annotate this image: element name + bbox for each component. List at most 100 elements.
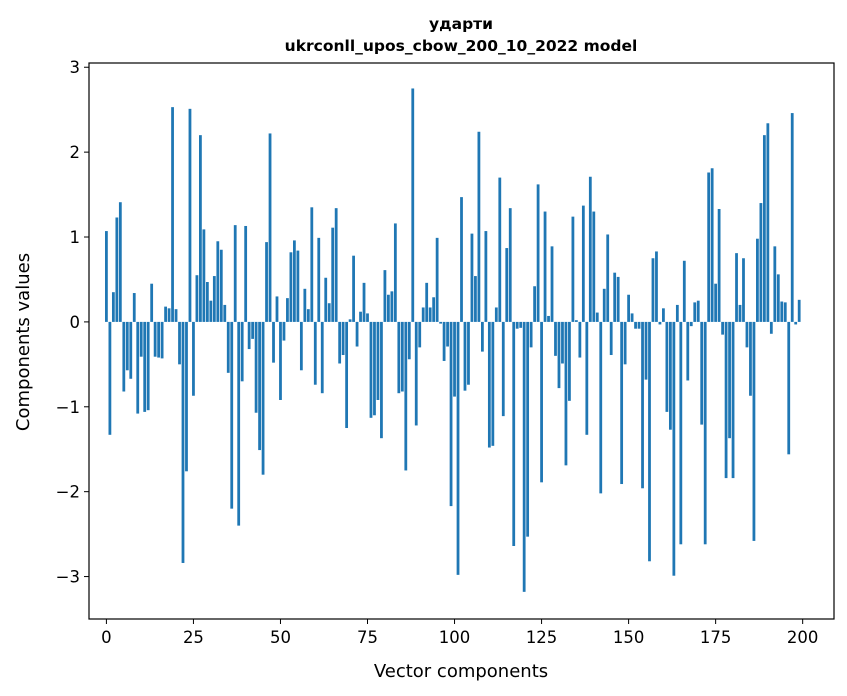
bar-163 [672,321,676,576]
bar-193 [776,274,780,322]
y-axis-ticks: −3 −2 −1 0 1 2 3 [56,58,89,587]
bar-101 [456,321,460,575]
bar-13 [150,283,154,322]
bar-42 [251,321,255,339]
bar-111 [491,321,495,446]
bar-116 [508,208,512,322]
bar-53 [289,252,293,322]
x-tick-label: 50 [270,628,291,647]
bar-181 [735,253,738,322]
bar-192 [773,246,777,322]
bar-136 [578,321,582,358]
x-tick-label: 200 [787,628,819,647]
bar-97 [442,321,446,361]
bar-99 [449,321,453,507]
bar-59 [310,207,314,322]
bar-12 [146,321,150,411]
bar-44 [258,321,261,451]
y-tick-label: −2 [56,483,80,502]
bar-54 [293,240,296,322]
y-tick-label: 3 [70,58,81,77]
bar-199 [797,299,801,322]
bar-6 [125,321,129,371]
bar-106 [474,276,477,322]
bar-64 [327,303,331,322]
bar-140 [592,211,596,322]
bar-92 [425,282,429,322]
bar-197 [790,113,794,322]
bar-74 [362,282,366,322]
bar-89 [414,321,418,426]
bar-80 [383,270,387,322]
bar-105 [470,233,474,322]
bar-167 [686,321,690,381]
bar-128 [550,246,554,322]
bar-155 [644,321,648,380]
bar-30 [209,300,213,322]
bar-138 [585,321,589,435]
bar-184 [745,321,749,348]
bar-33 [219,249,223,322]
bar-34 [223,304,227,322]
bar-69 [345,321,349,429]
bar-186 [752,321,756,541]
bar-120 [522,321,526,592]
bar-8 [132,293,136,322]
bar-102 [460,197,463,322]
bar-117 [512,321,516,546]
bar-20 [174,309,178,322]
x-tick-label: 0 [101,628,112,647]
bar-55 [296,250,300,322]
bar-161 [665,321,669,412]
bar-168 [689,321,693,327]
bar-83 [393,223,397,322]
bar-164 [675,304,679,322]
bar-118 [515,321,519,329]
bar-180 [731,321,735,479]
bar-110 [487,321,491,448]
bar-123 [533,286,536,322]
bar-119 [519,321,523,328]
y-tick-label: 1 [70,228,81,247]
x-tick-label: 25 [183,628,204,647]
bar-22 [181,321,185,563]
bar-31 [212,276,216,322]
bar-32 [216,241,220,322]
bar-23 [185,321,188,472]
bar-56 [299,321,303,371]
bar-174 [710,168,714,322]
bar-4 [118,202,122,322]
bar-152 [634,321,637,329]
bar-70 [348,319,352,322]
x-tick-label: 125 [526,628,558,647]
bar-149 [623,321,627,365]
bar-28 [202,229,206,322]
bar-60 [313,321,317,385]
bar-142 [599,321,603,494]
bar-66 [334,208,338,322]
bar-52 [286,298,289,322]
bar-114 [501,321,505,417]
bar-61 [317,237,321,322]
bar-130 [557,321,561,389]
bar-133 [568,321,571,401]
bar-146 [613,272,617,322]
bar-86 [404,321,408,471]
bar-91 [421,307,425,322]
x-axis-label: Vector components [374,661,548,682]
x-tick-label: 75 [357,628,378,647]
bar-68 [341,321,345,356]
bar-3 [115,217,119,322]
bar-14 [153,321,157,357]
bar-103 [463,321,467,391]
bar-19 [171,107,174,322]
bar-5 [122,321,126,392]
bar-172 [703,321,707,545]
bar-73 [359,311,362,322]
bar-15 [157,321,161,358]
bar-2 [111,292,115,322]
bar-36 [230,321,234,509]
bar-179 [728,321,731,439]
x-tick-label: 100 [439,628,471,647]
